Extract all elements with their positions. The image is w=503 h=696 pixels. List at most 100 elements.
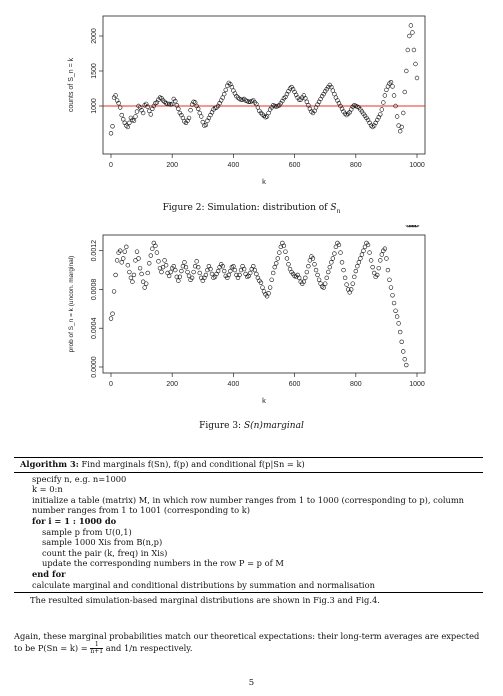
data-point — [160, 98, 166, 103]
data-point — [303, 96, 308, 101]
data-point — [399, 339, 404, 345]
data-point — [312, 262, 317, 267]
data-point — [143, 281, 149, 286]
figure-2-chart: 0 200 400 600 800 1000 1000 1500 2000 k counts of … — [68, 15, 426, 186]
data-point — [321, 285, 326, 290]
algorithm-3-footer: The resulted simulation-based marginal d… — [14, 592, 483, 606]
data-point — [148, 253, 153, 258]
x-axis-label: k — [262, 396, 266, 405]
data-point — [108, 131, 114, 136]
data-point — [188, 107, 193, 113]
data-point — [388, 285, 394, 290]
data-point — [162, 258, 167, 263]
x-tick-label: 200 — [166, 162, 178, 169]
data-point — [203, 272, 209, 278]
data-point — [344, 282, 349, 287]
data-point — [303, 275, 308, 281]
data-point — [124, 123, 129, 128]
data-point — [407, 225, 412, 228]
data-point — [211, 107, 216, 112]
data-point — [108, 316, 114, 321]
data-point — [353, 268, 358, 274]
x-tick-label: 200 — [166, 381, 178, 388]
algorithm-3-title: Find marginals f(Sn), f(p) and condition… — [81, 459, 305, 469]
data-point — [414, 75, 420, 81]
data-point — [154, 250, 160, 255]
data-point — [410, 225, 415, 228]
data-point — [341, 267, 346, 273]
y-tick-label: 0.0000 — [91, 356, 98, 378]
data-point — [323, 281, 328, 286]
data-point — [370, 124, 375, 130]
data-point — [411, 47, 417, 53]
x-tick-label: 800 — [350, 162, 362, 169]
data-point — [266, 291, 271, 296]
data-point — [329, 84, 334, 90]
data-point — [376, 265, 381, 271]
data-point — [306, 103, 311, 108]
data-point — [162, 99, 167, 105]
data-point — [270, 270, 276, 276]
y-axis-label: prob of S_n = k (uncon. marginal) — [68, 256, 75, 353]
data-point — [405, 47, 411, 53]
data-point — [121, 117, 126, 122]
data-point — [226, 80, 232, 86]
data-point — [384, 256, 389, 261]
algorithm-line: calculate marginal and conditional distr… — [32, 579, 375, 590]
data-point — [365, 242, 371, 248]
figure-2-caption-sub: n — [336, 207, 341, 215]
data-point — [414, 225, 420, 228]
data-point — [196, 106, 201, 112]
algorithm-line: end for — [32, 568, 66, 579]
data-point — [381, 100, 386, 105]
data-point — [222, 91, 227, 97]
x-tick-label: 600 — [289, 162, 301, 169]
data-point — [177, 274, 183, 280]
data-point — [408, 225, 414, 228]
data-point — [404, 68, 409, 74]
data-point — [408, 23, 414, 28]
figure-3-caption: Figure 3: S(n)marginal — [0, 421, 503, 431]
data-point — [121, 256, 126, 261]
data-point — [127, 120, 132, 126]
data-point — [350, 281, 355, 286]
figure-2-caption-prefix: Figure 2: Simulation: distribution of — [162, 203, 331, 213]
data-point — [180, 263, 186, 269]
data-point — [410, 30, 415, 35]
data-point — [171, 263, 176, 269]
data-point — [349, 287, 354, 292]
data-point — [281, 243, 287, 249]
data-point — [330, 88, 336, 93]
data-point — [327, 264, 332, 270]
data-point — [179, 268, 184, 274]
figure-3-caption-math: S(n)marginal — [243, 421, 304, 431]
data-point — [226, 272, 232, 278]
data-point — [352, 274, 357, 280]
x-axis-label: k — [262, 177, 266, 186]
data-point — [185, 269, 190, 275]
data-point — [344, 112, 349, 118]
data-point — [251, 263, 256, 269]
data-point — [140, 110, 146, 116]
data-point — [269, 277, 274, 282]
data-point — [404, 362, 409, 368]
data-point — [332, 91, 337, 97]
data-point — [385, 267, 391, 273]
data-point — [159, 269, 164, 275]
data-point — [277, 250, 282, 255]
data-point — [286, 262, 291, 267]
data-point — [238, 97, 244, 102]
data-point — [173, 267, 178, 273]
data-point — [397, 128, 403, 134]
data-point — [258, 280, 264, 285]
data-point — [332, 251, 337, 256]
data-point — [252, 100, 258, 105]
data-point — [165, 101, 170, 107]
y-tick-label: 1000 — [91, 98, 98, 114]
data-point — [345, 111, 351, 116]
data-point — [125, 124, 131, 130]
y-tick-label: 2000 — [91, 28, 98, 44]
data-point — [174, 274, 179, 280]
data-point — [266, 110, 271, 116]
